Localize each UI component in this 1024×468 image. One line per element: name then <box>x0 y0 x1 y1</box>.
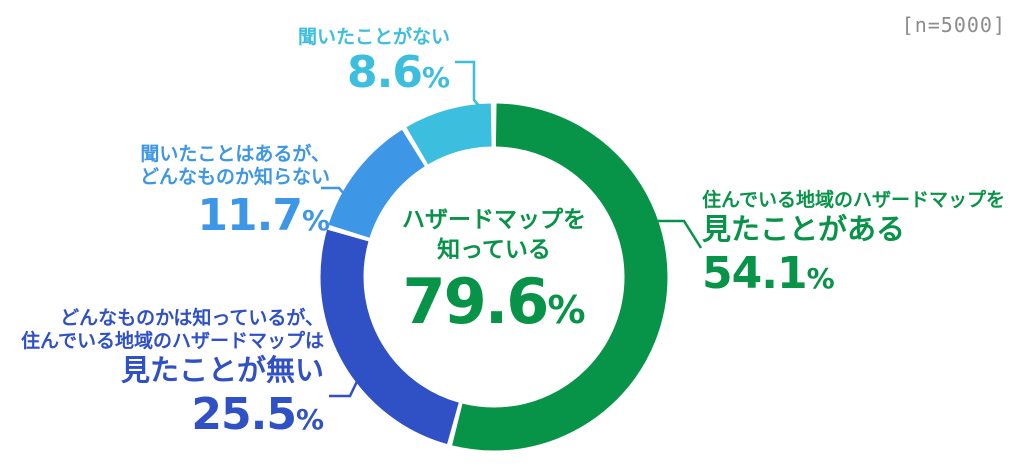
leader-line-has-seen <box>657 219 703 249</box>
sample-size-note: [n=5000] <box>901 13 1006 37</box>
label-not-seen-value: 25.5% <box>21 393 324 437</box>
label-not-seen-emphasis: 見たことが無い <box>120 353 324 388</box>
donut-slice-1 <box>320 103 668 451</box>
label-heard-only-percent-sign: % <box>301 204 330 238</box>
label-not-seen-line2: 住んでいる地域のハザードマップは <box>20 330 324 353</box>
label-never-heard-value: 8.6% <box>298 51 450 95</box>
label-never-heard-number: 8.6 <box>346 47 423 99</box>
leader-line-heard-only <box>321 186 354 205</box>
leader-line-never-heard <box>455 60 481 108</box>
center-summary-value: 79.6% <box>344 270 644 333</box>
label-has-seen-line1: 住んでいる地域のハザードマップを <box>702 189 1006 211</box>
label-never-heard: 聞いたことがない 8.6% <box>298 26 450 95</box>
label-has-seen-percent-sign: % <box>806 261 835 295</box>
label-not-seen: どんなものかは知っているが、 住んでいる地域のハザードマップは 見たことが無い … <box>21 307 324 437</box>
label-not-seen-line1: どんなものかは知っているが、 <box>60 307 324 329</box>
label-heard-only-line2: どんなものか知らない <box>139 166 330 189</box>
donut-slice-0 <box>320 103 668 451</box>
label-has-seen-emphasis: 見たことがある <box>702 212 906 247</box>
label-has-seen-number: 54.1 <box>702 247 808 299</box>
center-summary-line2: 知っている <box>437 236 551 263</box>
label-heard-only-line1: 聞いたことはあるが、 <box>140 143 330 165</box>
label-has-seen-value: 54.1% <box>702 251 1005 296</box>
label-not-seen-number: 25.5 <box>191 389 297 441</box>
label-never-heard-line1: 聞いたことがない <box>297 26 450 48</box>
center-summary-line1: ハザードマップを <box>402 207 586 233</box>
label-has-seen: 住んでいる地域のハザードマップを 見たことがある 54.1% <box>702 189 1005 296</box>
leader-line-not-seen <box>329 370 364 398</box>
label-heard-only: 聞いたことはあるが、 どんなものか知らない 11.7% <box>140 143 330 238</box>
center-summary-percent-sign: % <box>547 287 586 332</box>
label-heard-only-value: 11.7% <box>140 194 330 238</box>
center-summary: ハザードマップを 知っている 79.6% <box>344 206 644 333</box>
label-never-heard-percent-sign: % <box>421 61 450 95</box>
center-summary-number: 79.6 <box>402 264 549 338</box>
label-not-seen-percent-sign: % <box>295 403 324 437</box>
label-heard-only-number: 11.7 <box>197 190 303 242</box>
